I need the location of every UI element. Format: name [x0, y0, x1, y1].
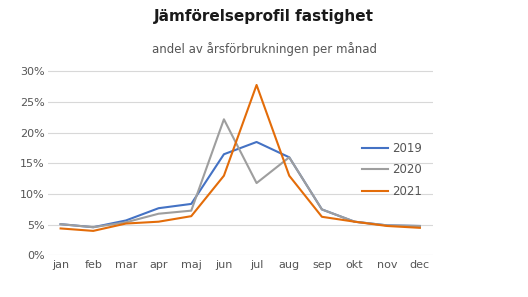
2020	[122, 221, 129, 224]
2020	[221, 118, 227, 121]
2021	[286, 174, 293, 178]
2021	[417, 226, 423, 230]
2019	[122, 219, 129, 222]
Legend: 2019, 2020, 2021: 2019, 2020, 2021	[357, 138, 427, 202]
2021	[221, 174, 227, 178]
2020	[319, 208, 325, 211]
2020	[58, 222, 64, 226]
2020	[90, 225, 97, 229]
2021	[253, 83, 260, 87]
2020	[188, 209, 194, 212]
2021	[188, 214, 194, 218]
2019	[253, 140, 260, 144]
2021	[90, 229, 97, 233]
2019	[286, 156, 293, 159]
2019	[352, 220, 358, 223]
2021	[384, 224, 390, 228]
2020	[384, 224, 390, 227]
Line: 2021: 2021	[61, 85, 420, 231]
2020	[417, 224, 423, 228]
2021	[352, 220, 358, 223]
2019	[90, 225, 97, 229]
2019	[221, 152, 227, 156]
2021	[58, 227, 64, 230]
2020	[286, 156, 293, 159]
2021	[122, 222, 129, 225]
Line: 2020: 2020	[61, 119, 420, 227]
2020	[352, 220, 358, 223]
2019	[417, 224, 423, 228]
2019	[384, 224, 390, 227]
Text: andel av årsförbrukningen per månad: andel av årsförbrukningen per månad	[152, 42, 376, 56]
2020	[253, 181, 260, 185]
2019	[188, 202, 194, 206]
Line: 2019: 2019	[61, 142, 420, 227]
2019	[319, 208, 325, 211]
Text: Jämförelseprofil fastighet: Jämförelseprofil fastighet	[154, 9, 374, 24]
2021	[319, 215, 325, 219]
2020	[155, 212, 162, 216]
2019	[155, 206, 162, 210]
2021	[155, 220, 162, 223]
2019	[58, 222, 64, 226]
